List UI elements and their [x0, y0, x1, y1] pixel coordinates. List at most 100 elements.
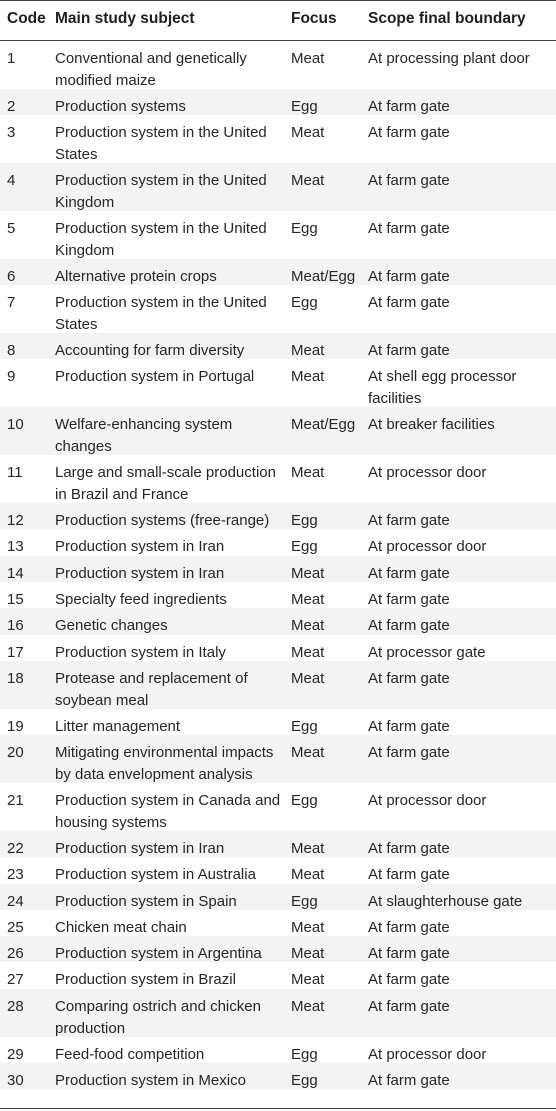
- cell-subject: Production system in Iran: [55, 839, 225, 857]
- table-row: 10 Welfare-enhancing system changes Meat/E…: [0, 407, 556, 455]
- table-row: 3 Production system in the United States M…: [0, 115, 556, 163]
- table-row: 25 Chicken meat chain Meat At farm gate: [0, 910, 556, 936]
- cell-subject: Production system in Argentina: [55, 945, 262, 963]
- cell-subject: Protease and replacement of soybean meal: [55, 669, 248, 709]
- cell-subject: Large and small-scale production in Braz…: [55, 464, 276, 504]
- cell-subject: Production system in Mexico: [55, 1071, 246, 1089]
- cell-subject: Welfare-enhancing system changes: [55, 416, 233, 456]
- cell-code: 11: [7, 464, 23, 482]
- cell-focus: Meat: [291, 124, 325, 142]
- cell-subject: Mitigating environmental impacts by data…: [55, 744, 274, 784]
- cell-subject: Production systems: [55, 97, 186, 115]
- cell-scope: At farm gate: [368, 945, 450, 963]
- cell-scope: At farm gate: [368, 172, 450, 190]
- cell-code: 16: [7, 617, 24, 635]
- cell-code: 27: [7, 971, 24, 989]
- table-row: 5 Production system in the United Kingdom…: [0, 211, 556, 259]
- cell-scope: At processor gate: [368, 643, 486, 661]
- cell-subject: Production system in the United Kingdom: [55, 220, 267, 259]
- cell-scope: At farm gate: [368, 220, 450, 237]
- cell-subject: Chicken meat chain: [55, 918, 187, 936]
- cell-focus: Meat/Egg: [291, 267, 356, 285]
- cell-code: 21: [7, 792, 24, 809]
- cell-code: 15: [7, 591, 24, 608]
- cell-focus: Meat: [291, 971, 325, 989]
- cell-focus: Egg: [291, 294, 318, 312]
- cell-focus: Egg: [291, 1045, 318, 1063]
- cell-code: 6: [7, 267, 16, 285]
- cell-code: 25: [7, 918, 24, 936]
- cell-code: 8: [7, 342, 16, 360]
- table-bottom-rule: [0, 1108, 556, 1109]
- cell-focus: Meat: [291, 744, 325, 762]
- cell-code: 1: [7, 50, 16, 67]
- table-row: 2 Production systems Egg At farm gate: [0, 88, 556, 116]
- cell-subject: Specialty feed ingredients: [55, 591, 227, 608]
- cell-scope: At farm gate: [368, 124, 450, 142]
- cell-subject: Feed-food competition: [55, 1045, 205, 1063]
- cell-scope: At farm gate: [368, 512, 450, 530]
- table-row: 8 Accounting for farm diversity Meat At far…: [0, 333, 556, 360]
- cell-focus: Egg: [291, 892, 318, 910]
- cell-code: 10: [7, 416, 24, 434]
- cell-scope: At processor door: [368, 538, 487, 556]
- cell-scope: At farm gate: [368, 866, 450, 884]
- cell-subject: Production system in Portugal: [55, 368, 255, 386]
- cell-subject: Production system in the United Kingdom: [55, 172, 267, 212]
- table-row: 27 Production system in Brazil Meat At farm…: [0, 962, 556, 988]
- cell-focus: Meat/Egg: [291, 416, 356, 434]
- header-scope-final-boundary: Scope final boundary: [368, 10, 526, 27]
- cell-code: 28: [7, 997, 24, 1015]
- cell-subject: Production system in Iran: [55, 538, 225, 556]
- cell-scope: At farm gate: [368, 971, 450, 989]
- table-row: 29 Feed-food competition Egg At processor d…: [0, 1037, 556, 1063]
- cell-code: 26: [7, 945, 24, 963]
- table-row: 7 Production system in the United States E…: [0, 285, 556, 333]
- cell-scope: At farm gate: [368, 591, 450, 608]
- header-main-study-subject: Main study subject: [55, 10, 195, 27]
- cell-focus: Meat: [291, 564, 325, 582]
- cell-focus: Meat: [291, 591, 325, 608]
- table-row: 4 Production system in the United Kingdom…: [0, 163, 556, 211]
- cell-code: 20: [7, 744, 24, 762]
- cell-scope: At shell egg processor facilities: [368, 368, 517, 408]
- cell-scope: At farm gate: [368, 918, 450, 936]
- cell-code: 17: [7, 643, 24, 661]
- cell-subject: Conventional and genetically modified ma…: [55, 50, 247, 89]
- cell-scope: At farm gate: [368, 294, 450, 312]
- table-row: 21 Production system in Canada and housin…: [0, 783, 556, 831]
- table-row: 19 Litter management Egg At farm gate: [0, 709, 556, 735]
- table-row: 23 Production system in Australia Meat At f…: [0, 857, 556, 883]
- cell-focus: Egg: [291, 1071, 318, 1089]
- cell-focus: Meat: [291, 839, 325, 857]
- cell-focus: Egg: [291, 512, 318, 530]
- cell-scope: At processing plant door: [368, 50, 530, 67]
- table-row: 28 Comparing ostrich and chicken producti…: [0, 988, 556, 1037]
- cell-subject: Production system in the United States: [55, 294, 267, 334]
- cell-subject: Production system in Spain: [55, 892, 237, 910]
- table-row: 16 Genetic changes Meat At farm gate: [0, 608, 556, 635]
- table-row: 17 Production system in Italy Meat At proce…: [0, 635, 556, 661]
- header-code: Code: [7, 10, 46, 27]
- cell-scope: At processor door: [368, 464, 487, 482]
- cell-code: 12: [7, 512, 24, 530]
- cell-scope: At farm gate: [368, 744, 450, 762]
- cell-scope: At slaughterhouse gate: [368, 892, 523, 910]
- cell-focus: Meat: [291, 342, 325, 360]
- table-row: 22 Production system in Iran Meat At farm g…: [0, 830, 556, 858]
- cell-code: 3: [7, 124, 16, 142]
- table-row: 30 Production system in Mexico Egg At farm …: [0, 1062, 556, 1090]
- cell-focus: Meat: [291, 643, 325, 661]
- table-row: 11 Large and small-scale production in Br…: [0, 455, 556, 503]
- cell-focus: Meat: [291, 617, 325, 635]
- cell-scope: At farm gate: [368, 267, 450, 285]
- cell-scope: At farm gate: [368, 1071, 450, 1089]
- cell-code: 2: [7, 97, 16, 115]
- table-top-rule: [0, 0, 556, 1]
- table-row: 20 Mitigating environmental impacts by da…: [0, 735, 556, 783]
- cell-scope: At farm gate: [368, 564, 450, 582]
- cell-code: 22: [7, 839, 24, 857]
- cell-focus: Egg: [291, 538, 318, 556]
- cell-code: 29: [7, 1045, 24, 1063]
